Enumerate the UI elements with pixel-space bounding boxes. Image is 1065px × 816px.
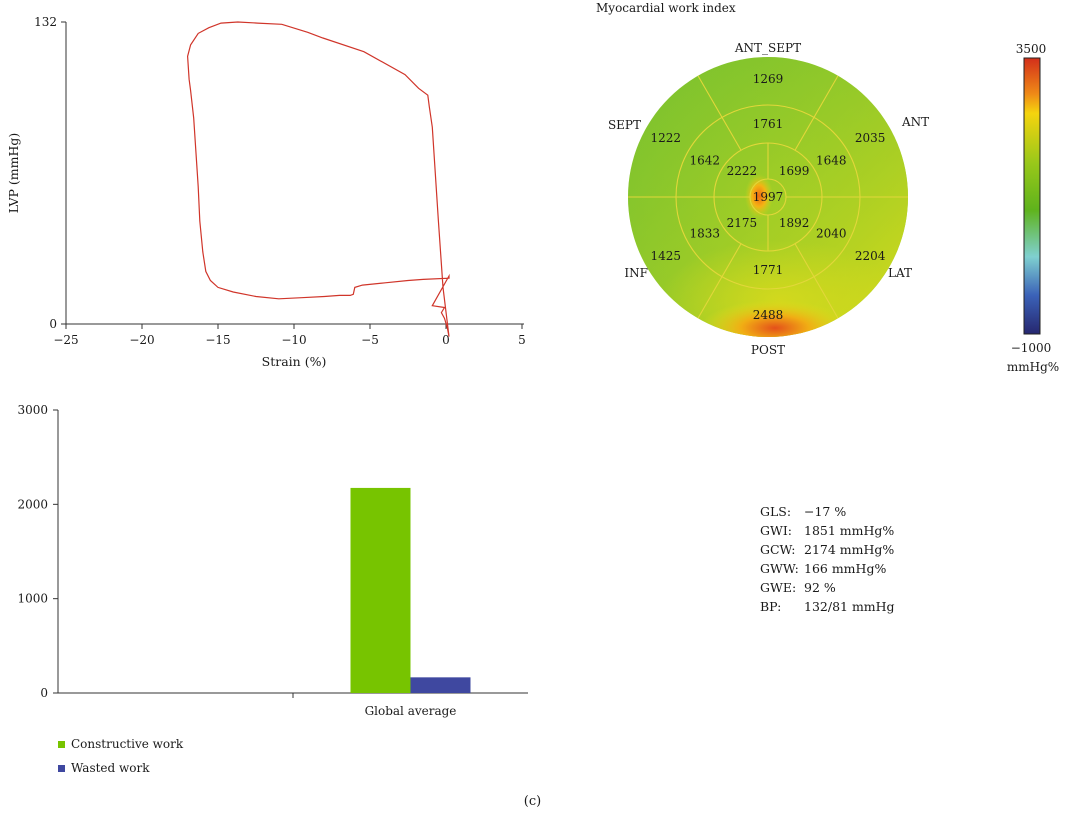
x-tick-label: −20 bbox=[129, 333, 154, 347]
x-tick-label: −5 bbox=[361, 333, 379, 347]
wall-label-inf: INF bbox=[624, 266, 648, 280]
apex-hotspot bbox=[745, 174, 773, 218]
wall-label-post: POST bbox=[751, 343, 785, 357]
segment-value: 1222 bbox=[651, 131, 682, 145]
pressure-strain-loop-chart: −25 −20 −15 −10 −5 0 5 0 132 Strain (%) LVP (mm… bbox=[6, 15, 526, 369]
pressure-strain-loop bbox=[186, 21, 450, 337]
segment-spoke bbox=[697, 75, 742, 151]
segment-value: 1642 bbox=[690, 154, 721, 168]
bar-y-tick-label: 1000 bbox=[17, 592, 48, 606]
x-tick-label: −15 bbox=[205, 333, 230, 347]
bullseye-plot: Myocardial work index 1269 2035 2204 2488 14… bbox=[596, 1, 929, 357]
stat-label: GLS: bbox=[760, 504, 792, 519]
segment-value: 2204 bbox=[855, 249, 886, 263]
legend-label: Constructive work bbox=[71, 737, 184, 751]
x-axis-label: Strain (%) bbox=[262, 354, 327, 369]
stat-row: BP: 132/81 mmHg bbox=[760, 597, 895, 616]
y-tick-label: 132 bbox=[34, 15, 57, 29]
stat-value: 1851 mmHg% bbox=[804, 523, 895, 538]
segment-spoke bbox=[794, 75, 839, 151]
stat-label: BP: bbox=[760, 599, 782, 614]
global-stats-panel: GLS: −17 % GWI: 1851 mmHg% GCW: 2174 mmHg% GWW… bbox=[760, 502, 895, 616]
wall-label-sept: SEPT bbox=[608, 118, 641, 132]
work-bar-chart: 0 1000 2000 3000 Global average Constructiv… bbox=[17, 403, 528, 775]
segment-value: 1761 bbox=[753, 117, 784, 131]
legend-swatch bbox=[58, 765, 65, 772]
x-tick-label: 5 bbox=[518, 333, 526, 347]
colorbar-unit-label: mmHg% bbox=[1007, 360, 1059, 374]
segment-value: 1269 bbox=[753, 72, 784, 86]
stat-value: −17 % bbox=[804, 504, 847, 519]
stat-row: GCW: 2174 mmHg% bbox=[760, 540, 895, 559]
bar-constructive-work bbox=[350, 487, 411, 693]
stat-row: GWW: 166 mmHg% bbox=[760, 559, 895, 578]
stat-label: GWW: bbox=[760, 561, 799, 576]
colorbar-gradient bbox=[1023, 57, 1041, 335]
segment-value: 1892 bbox=[779, 216, 810, 230]
segment-value: 2035 bbox=[855, 131, 886, 145]
legend-label: Wasted work bbox=[71, 761, 150, 775]
segment-value: 1833 bbox=[690, 227, 721, 241]
colorbar-min-label: −1000 bbox=[1011, 341, 1052, 355]
figure-caption: (c) bbox=[523, 794, 542, 809]
segment-value: 1425 bbox=[651, 249, 682, 263]
segment-value: 1699 bbox=[779, 164, 810, 178]
stat-label: GWI: bbox=[760, 523, 792, 538]
segment-value: 2222 bbox=[727, 164, 758, 178]
stat-row: GLS: −17 % bbox=[760, 502, 895, 521]
stat-label: GWE: bbox=[760, 580, 797, 595]
segment-spoke bbox=[697, 243, 742, 319]
stat-value: 92 % bbox=[804, 580, 836, 595]
segment-value: 2488 bbox=[753, 308, 784, 322]
colorbar: 3500 −1000 mmHg% bbox=[1007, 42, 1059, 374]
segment-value: 1648 bbox=[816, 154, 847, 168]
bar-category-label: Global average bbox=[365, 704, 457, 718]
stat-value: 132/81 mmHg bbox=[804, 599, 895, 614]
stat-row: GWE: 92 % bbox=[760, 578, 895, 597]
segment-spoke bbox=[794, 243, 839, 319]
wall-label-lat: LAT bbox=[888, 266, 912, 280]
legend-swatch bbox=[58, 741, 65, 748]
y-axis-label: LVP (mmHg) bbox=[6, 133, 21, 214]
wall-label-ant: ANT bbox=[901, 115, 929, 129]
stat-label: GCW: bbox=[760, 542, 796, 557]
x-tick-label: −25 bbox=[53, 333, 78, 347]
segment-value: 1997 bbox=[753, 190, 784, 204]
posterior-hotspot bbox=[700, 300, 850, 337]
segment-value: 2175 bbox=[727, 216, 758, 230]
bar-y-tick-label: 3000 bbox=[17, 403, 48, 417]
wall-label-ant-sept: ANT_SEPT bbox=[734, 41, 801, 55]
colorbar-max-label: 3500 bbox=[1016, 42, 1047, 56]
segment-value: 1771 bbox=[753, 263, 784, 277]
y-tick-label: 0 bbox=[49, 317, 57, 331]
stat-row: GWI: 1851 mmHg% bbox=[760, 521, 895, 540]
stat-value: 166 mmHg% bbox=[804, 561, 887, 576]
stat-value: 2174 mmHg% bbox=[804, 542, 895, 557]
x-tick-label: 0 bbox=[442, 333, 450, 347]
x-tick-label: −10 bbox=[281, 333, 306, 347]
bar-y-tick-label: 0 bbox=[40, 686, 48, 700]
bullseye-title: Myocardial work index bbox=[596, 1, 736, 15]
bar-wasted-work bbox=[410, 677, 471, 693]
bar-y-tick-label: 2000 bbox=[17, 497, 48, 511]
segment-value: 2040 bbox=[816, 227, 847, 241]
